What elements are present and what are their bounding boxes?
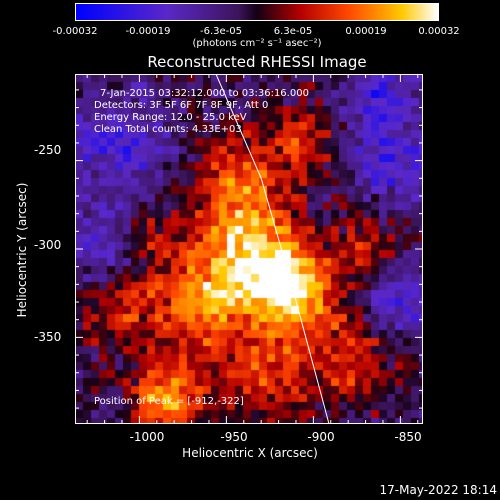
colorbar-tick: -0.00032: [52, 26, 98, 37]
x-tick-label: -1000: [129, 430, 165, 444]
annotation-time-range: 7-Jan-2015 03:32:12.000 to 03:36:16.000: [100, 88, 309, 99]
plot-overlay: [75, 74, 423, 424]
colorbar-tick: -6.3e-05: [200, 26, 242, 37]
colorbar: [75, 3, 439, 21]
x-tick-label: -950: [220, 430, 248, 444]
colorbar-tick: 0.00032: [418, 26, 460, 37]
colorbar-tick: -0.00019: [125, 26, 171, 37]
plot-timestamp: 17-May-2022 18:14: [379, 483, 497, 497]
y-tick-label: -300: [34, 238, 62, 252]
annotation-clean-counts: Clean Total counts: 4.33E+03: [94, 124, 242, 135]
annotation-detectors: Detectors: 3F 5F 6F 7F 8F 9F, Att 0: [94, 100, 269, 111]
x-tick-label: -900: [307, 430, 335, 444]
colorbar-tick: 0.00019: [345, 26, 387, 37]
heatmap-image: [75, 74, 423, 424]
solar-limb-curve: [215, 74, 330, 424]
axis-ticks: [75, 74, 423, 424]
chart-title: Reconstructed RHESSI Image: [147, 53, 367, 71]
x-axis-label: Heliocentric X (arcsec): [182, 446, 318, 460]
colorbar-units: (photons cm⁻² s⁻¹ asec⁻²): [192, 38, 322, 49]
annotation-energy-range: Energy Range: 12.0 - 25.0 keV: [94, 112, 247, 123]
peak-position-label: Position of Peak = [-912,-322]: [94, 396, 244, 407]
y-tick-label: -350: [34, 330, 62, 344]
y-tick-label: -250: [34, 143, 62, 157]
x-tick-label: -850: [394, 430, 422, 444]
colorbar-tick: 6.3e-05: [273, 26, 313, 37]
plot-area: [75, 74, 423, 424]
y-axis-label: Heliocentric Y (arcsec): [15, 182, 29, 318]
